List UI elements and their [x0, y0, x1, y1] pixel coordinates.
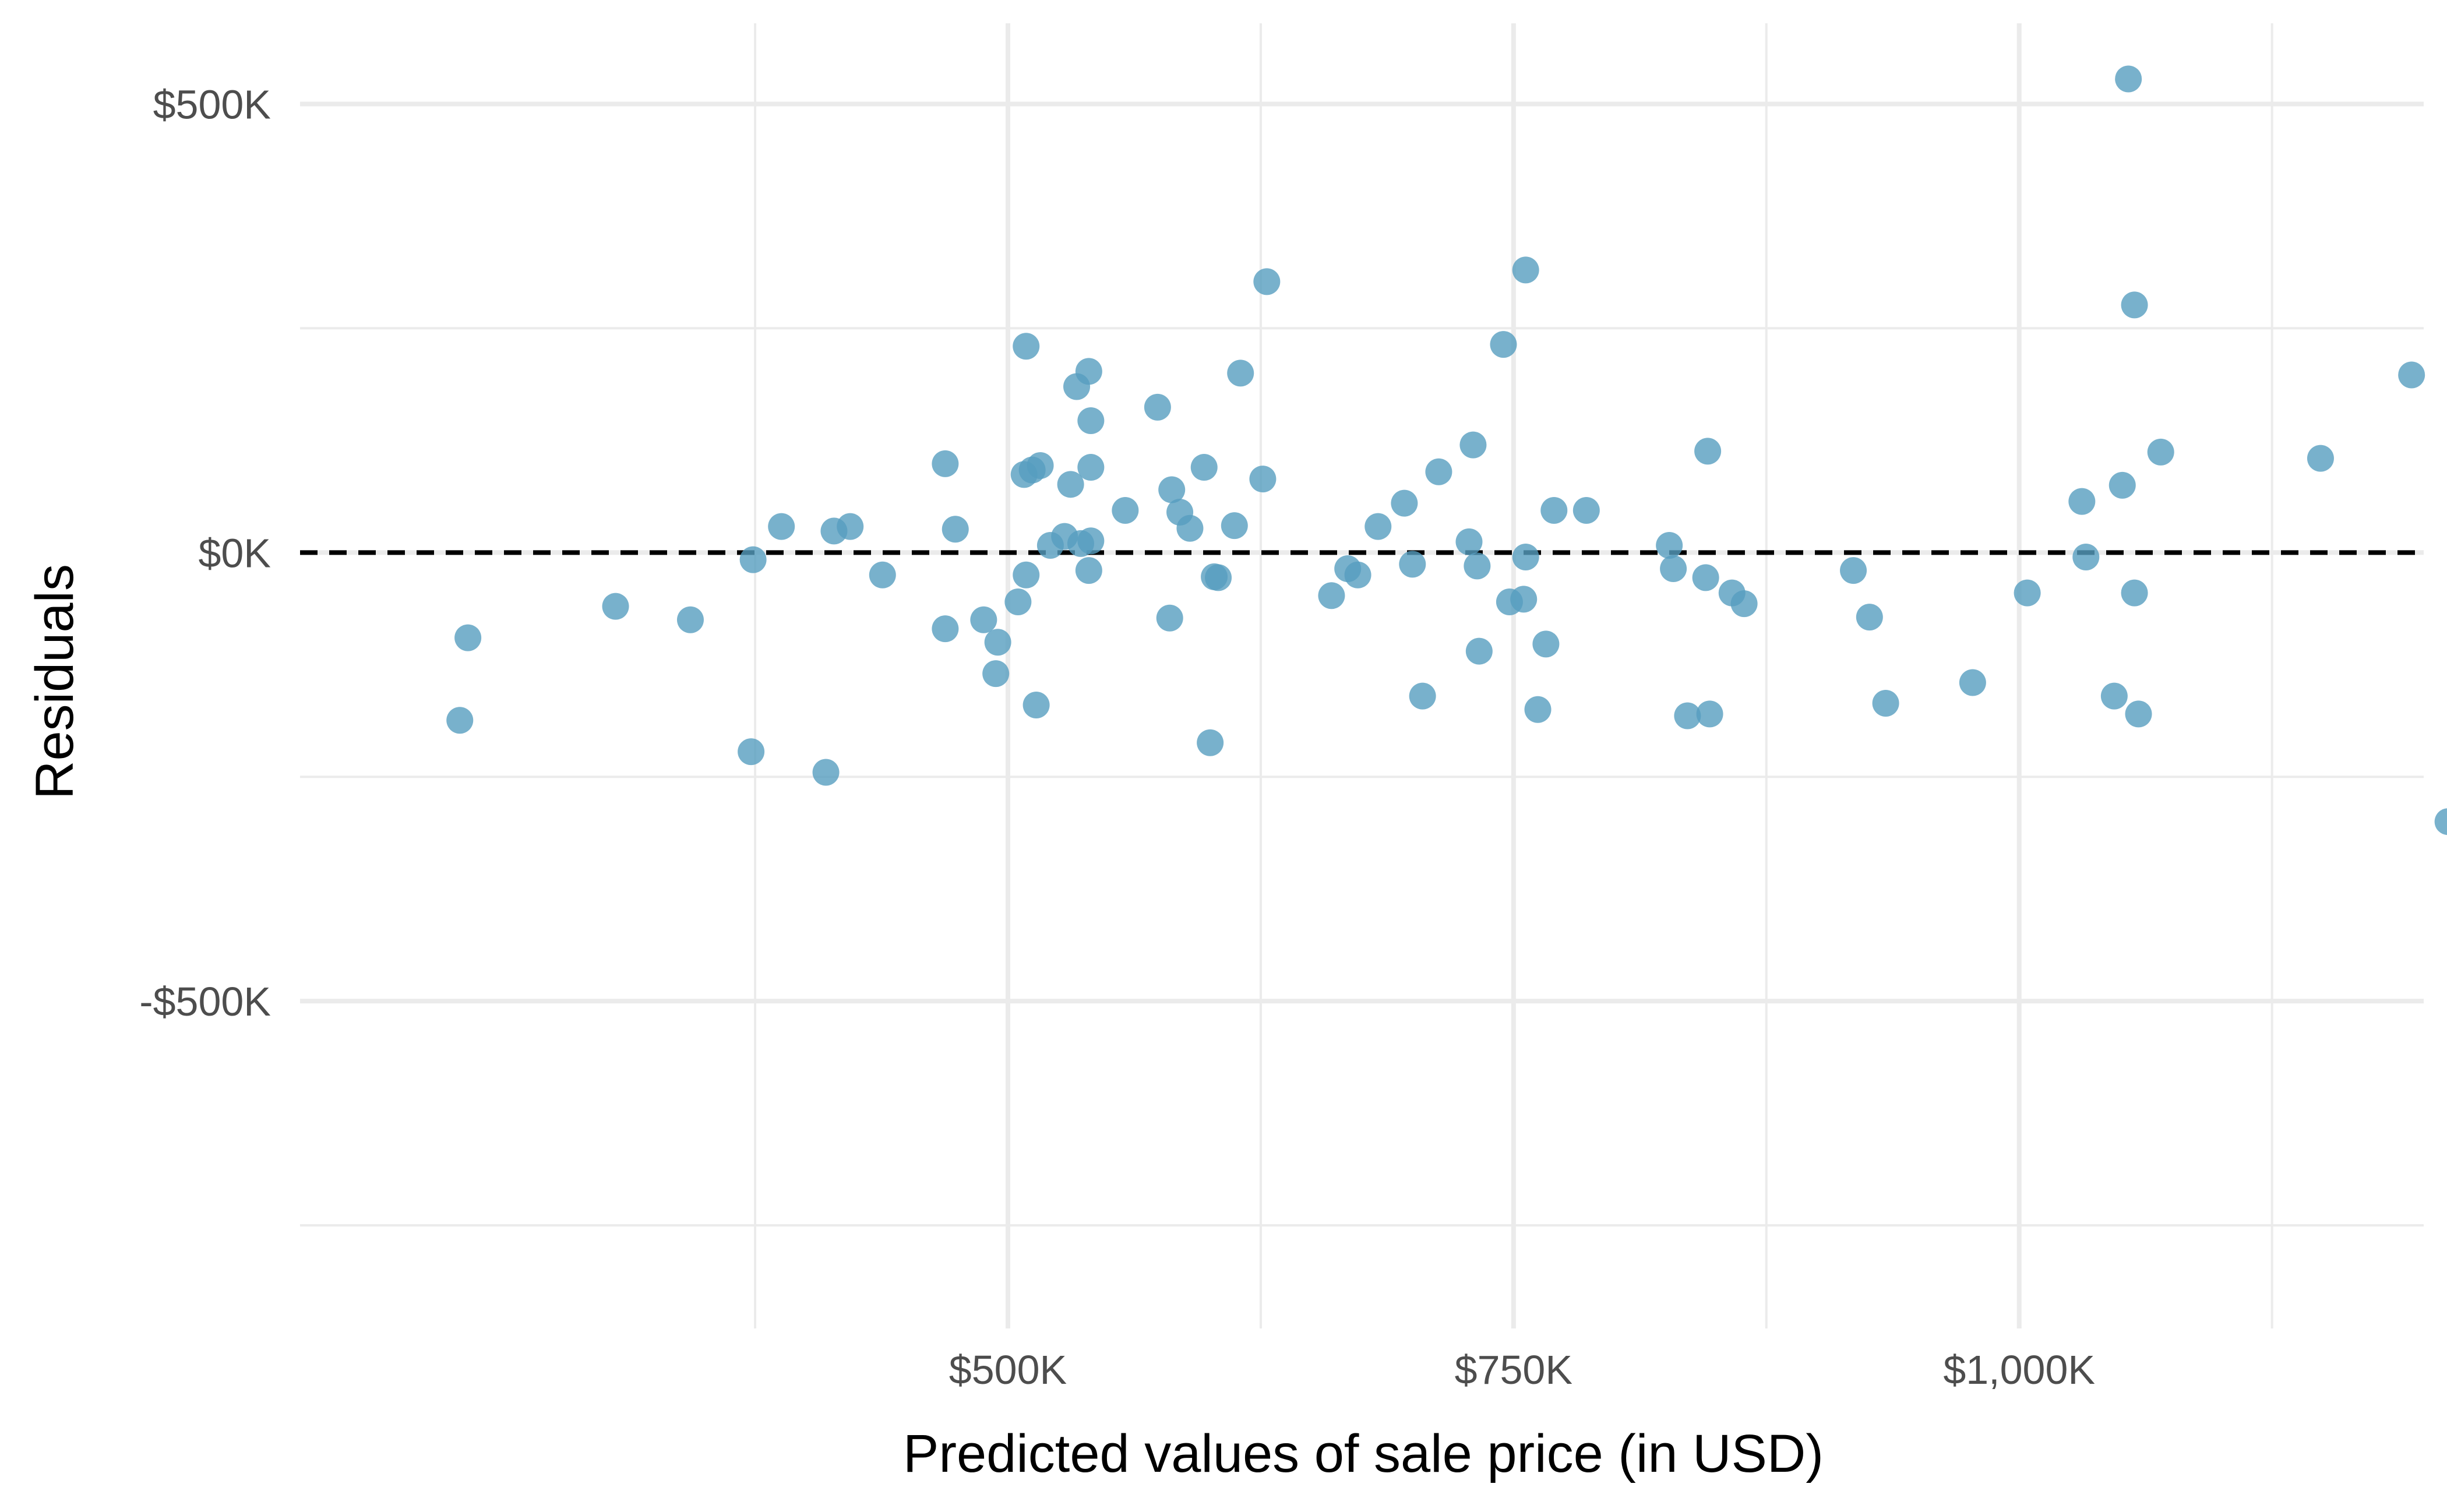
data-point-72 — [1696, 700, 1723, 728]
data-point-63 — [1512, 256, 1539, 284]
x-tick-labels: $500K $750K $1,000K — [949, 1347, 2095, 1393]
data-point-0 — [454, 624, 482, 651]
data-point-86 — [2115, 65, 2142, 93]
x-tick-label-0: $500K — [949, 1347, 1067, 1393]
data-point-62 — [1510, 586, 1538, 613]
data-point-18 — [1013, 561, 1040, 588]
data-point-81 — [2014, 579, 2041, 607]
data-point-55 — [1409, 682, 1436, 710]
data-point-14 — [970, 606, 997, 633]
data-point-87 — [2121, 291, 2148, 319]
data-point-92 — [2398, 361, 2425, 389]
x-axis-title: Predicted values of sale price (in USD) — [903, 1424, 1824, 1483]
data-point-16 — [982, 660, 1010, 688]
data-point-79 — [1872, 689, 1899, 717]
data-point-8 — [738, 738, 765, 766]
data-point-22 — [1013, 333, 1040, 360]
data-point-83 — [2072, 544, 2100, 571]
data-point-11 — [932, 450, 959, 477]
x-tick-label-1: $750K — [1455, 1347, 1572, 1393]
data-point-40 — [1156, 604, 1183, 632]
data-point-65 — [1532, 630, 1560, 658]
data-point-66 — [1540, 496, 1568, 524]
data-point-71 — [1674, 702, 1701, 729]
data-point-52 — [1399, 551, 1426, 578]
data-point-53 — [1391, 489, 1418, 517]
y-tick-label-0: $500K — [153, 82, 271, 128]
data-point-38 — [1176, 514, 1204, 542]
minor-gridlines — [300, 23, 2424, 1328]
data-point-5 — [768, 513, 795, 540]
data-point-33 — [1075, 557, 1102, 584]
data-point-82 — [2068, 488, 2096, 515]
data-point-30 — [1077, 407, 1105, 435]
data-point-84 — [2100, 682, 2128, 710]
data-point-90 — [2147, 438, 2174, 466]
data-point-76 — [1730, 590, 1758, 618]
data-point-39 — [1190, 454, 1218, 481]
data-point-13 — [932, 615, 959, 643]
data-point-89 — [2125, 700, 2152, 728]
data-point-17 — [1004, 588, 1032, 615]
data-point-58 — [1464, 552, 1491, 580]
data-point-50 — [1344, 561, 1371, 588]
data-point-23 — [1022, 692, 1050, 719]
y-axis-title: Residuals — [25, 564, 84, 799]
data-point-77 — [1840, 557, 1867, 584]
data-point-12 — [942, 516, 969, 543]
y-tick-labels: $500K $0K -$500K — [139, 82, 271, 1025]
data-point-9 — [812, 759, 840, 786]
data-point-70 — [1660, 555, 1687, 583]
data-point-78 — [1856, 604, 1883, 631]
data-point-57 — [1455, 528, 1483, 555]
data-point-36 — [1158, 476, 1186, 503]
data-point-93 — [2434, 808, 2447, 836]
data-point-7 — [837, 513, 864, 540]
data-point-74 — [1694, 438, 1722, 465]
data-point-15 — [984, 629, 1011, 656]
data-point-21 — [1027, 452, 1054, 479]
data-point-42 — [1205, 564, 1232, 591]
data-point-68 — [1512, 544, 1539, 571]
data-point-60 — [1490, 331, 1517, 358]
data-point-67 — [1572, 496, 1600, 524]
data-point-3 — [676, 606, 704, 633]
data-point-80 — [1959, 669, 1986, 696]
data-point-44 — [1227, 360, 1254, 387]
data-point-73 — [1692, 564, 1719, 591]
data-point-69 — [1656, 532, 1683, 559]
major-gridlines — [300, 23, 2424, 1328]
data-point-4 — [739, 546, 767, 573]
data-point-43 — [1197, 729, 1224, 756]
data-point-34 — [1112, 496, 1139, 524]
data-point-10 — [869, 561, 896, 588]
data-point-59 — [1465, 637, 1493, 665]
data-point-45 — [1253, 268, 1281, 295]
data-point-26 — [1057, 471, 1084, 498]
y-tick-label-2: -$500K — [139, 979, 271, 1024]
x-tick-label-2: $1,000K — [1943, 1347, 2095, 1393]
data-point-91 — [2307, 445, 2334, 472]
data-point-32 — [1077, 527, 1105, 555]
y-tick-label-1: $0K — [198, 530, 271, 576]
data-point-64 — [1524, 696, 1552, 723]
data-point-47 — [1221, 512, 1248, 540]
data-points — [446, 65, 2447, 836]
data-point-56 — [1459, 431, 1487, 459]
data-point-88 — [2121, 579, 2148, 607]
data-point-35 — [1144, 393, 1171, 421]
data-point-85 — [2108, 471, 2136, 499]
data-point-1 — [446, 707, 474, 734]
data-point-31 — [1077, 454, 1105, 481]
data-point-2 — [602, 593, 629, 620]
data-point-46 — [1249, 466, 1277, 493]
data-point-29 — [1075, 358, 1102, 385]
data-point-48 — [1318, 582, 1345, 609]
data-point-51 — [1364, 513, 1392, 540]
data-point-54 — [1425, 458, 1452, 485]
